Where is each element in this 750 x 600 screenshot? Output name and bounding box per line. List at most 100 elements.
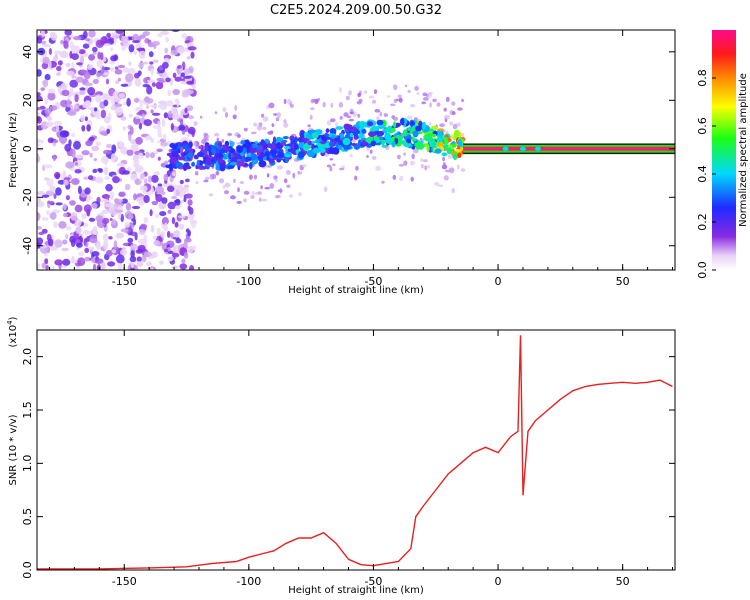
spectrogram-x-tick-label: -100: [236, 275, 261, 288]
halo-blob: [326, 164, 332, 168]
halo-blob: [203, 132, 208, 137]
halo-blob: [363, 90, 368, 94]
noise-blob: [95, 243, 102, 250]
noise-blob: [191, 84, 196, 89]
noise-blob: [120, 146, 129, 155]
halo-blob: [225, 111, 228, 118]
noise-blob: [37, 111, 40, 117]
noise-blob: [153, 171, 161, 176]
ridge-blob: [264, 150, 271, 157]
ridge-blob: [297, 151, 305, 159]
halo-blob: [438, 184, 444, 187]
halo-blob: [269, 183, 275, 189]
noise-blob: [37, 197, 41, 203]
noise-blob: [82, 30, 88, 39]
noise-blob: [55, 202, 63, 206]
ridge-blob: [185, 165, 192, 170]
noise-blob: [86, 124, 91, 132]
halo-blob: [223, 190, 230, 195]
noise-blob: [72, 35, 82, 41]
noise-blob: [164, 248, 169, 253]
noise-blob: [114, 209, 123, 213]
noise-blob: [133, 193, 137, 201]
halo-blob: [456, 164, 460, 170]
noise-blob: [48, 48, 53, 55]
halo-blob: [201, 139, 207, 145]
halo-blob: [449, 121, 454, 126]
noise-blob: [128, 61, 132, 66]
noise-blob: [95, 39, 104, 48]
snr-x-tick-label: -50: [364, 575, 382, 588]
ridge-blob: [376, 133, 381, 137]
noise-blob: [96, 72, 101, 77]
noise-blob: [133, 159, 140, 167]
ridge-blob: [242, 147, 247, 154]
ridge-blob: [174, 148, 178, 152]
ridge-blob: [451, 150, 455, 155]
noise-blob: [155, 186, 165, 194]
noise-blob: [75, 226, 82, 234]
halo-blob: [398, 163, 405, 167]
noise-blob: [50, 265, 56, 270]
ridge-blob: [218, 141, 223, 148]
colorbar-tick-label: 0.0: [696, 261, 709, 279]
noise-blob: [171, 171, 176, 177]
noise-blob: [78, 251, 84, 256]
ridge-blob: [410, 121, 415, 126]
noise-blob: [129, 255, 137, 263]
noise-blob: [161, 197, 168, 204]
noise-blob: [47, 238, 54, 247]
ridge-blob: [364, 142, 369, 147]
ridge-blob: [284, 145, 291, 150]
halo-blob: [381, 180, 385, 184]
noise-blob: [167, 201, 177, 210]
noise-blob: [183, 240, 188, 249]
noise-blob: [41, 217, 49, 221]
ridge-blob: [422, 121, 427, 130]
noise-blob: [42, 44, 51, 48]
noise-blob: [59, 130, 69, 138]
halo-blob: [285, 170, 291, 175]
halo-blob: [214, 111, 218, 115]
noise-blob: [73, 140, 81, 150]
halo-blob: [404, 84, 408, 88]
halo-blob: [369, 149, 373, 154]
halo-blob: [266, 164, 273, 168]
halo-blob: [447, 154, 453, 160]
noise-blob: [103, 43, 111, 47]
noise-blob: [157, 104, 164, 109]
halo-blob: [345, 95, 350, 101]
noise-blob: [149, 61, 154, 65]
noise-blob: [92, 168, 98, 174]
ridge-blob: [175, 162, 183, 168]
noise-blob: [120, 116, 127, 121]
noise-blob: [67, 110, 76, 116]
halo-blob: [222, 107, 227, 113]
noise-blob: [181, 33, 187, 39]
noise-blob: [111, 98, 115, 106]
halo-blob: [451, 101, 456, 106]
noise-blob: [147, 79, 156, 84]
noise-blob: [53, 120, 62, 126]
noise-blob: [151, 174, 159, 183]
halo-blob: [275, 178, 278, 183]
noise-blob: [46, 178, 54, 187]
noise-blob: [138, 62, 144, 69]
noise-blob: [49, 105, 58, 111]
halo-blob: [233, 178, 236, 183]
noise-blob: [53, 193, 57, 199]
noise-blob: [102, 233, 109, 243]
ridge-blob: [191, 161, 196, 167]
noise-blob: [63, 40, 69, 49]
noise-blob: [105, 183, 113, 192]
spectrogram-x-tick-label: -150: [112, 275, 137, 288]
noise-blob: [37, 191, 46, 196]
ridge-blob: [342, 137, 351, 146]
noise-blob: [127, 67, 136, 76]
halo-blob: [276, 112, 281, 118]
noise-blob: [149, 104, 158, 108]
noise-blob: [61, 89, 70, 97]
ridge-blob: [306, 149, 315, 157]
noise-blob: [126, 97, 131, 107]
noise-blob: [149, 152, 155, 159]
